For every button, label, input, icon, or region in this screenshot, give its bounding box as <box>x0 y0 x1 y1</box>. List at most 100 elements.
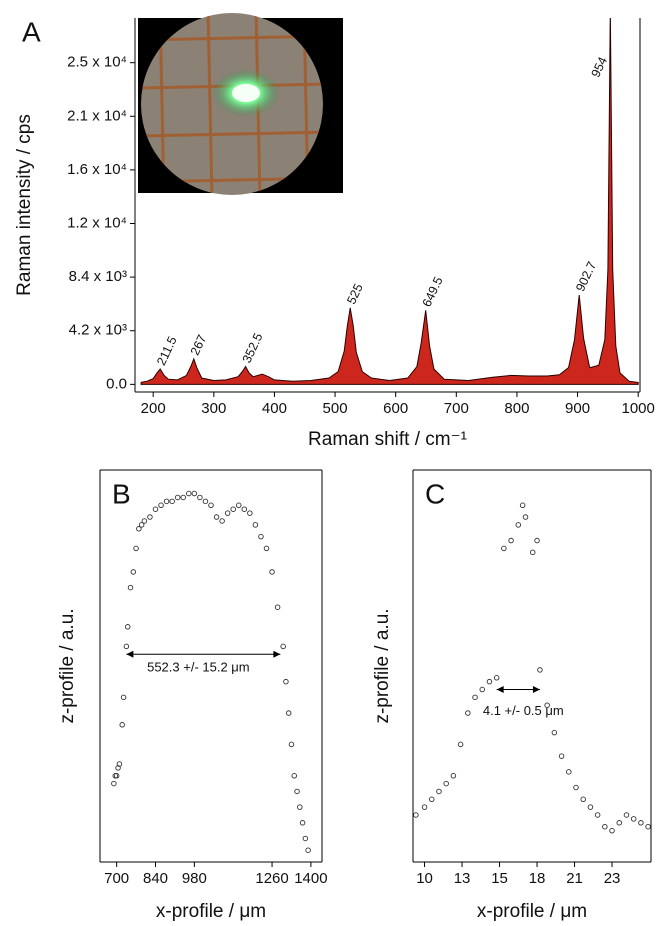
data-point <box>291 773 298 779</box>
panel-letter: C <box>425 478 445 509</box>
peak-label: 525 <box>344 282 366 307</box>
y-axis-title: Raman intensity / cps <box>14 114 35 296</box>
data-point <box>119 722 125 728</box>
y-tick-label: 4.2 x 10³ <box>69 322 127 339</box>
y-axis-title: z-profile / a.u. <box>57 608 78 723</box>
data-point <box>127 584 134 591</box>
data-point <box>573 784 579 791</box>
data-point <box>294 788 300 795</box>
data-point <box>519 502 526 509</box>
data-point <box>602 823 608 830</box>
panel-2: 10 13 15 18 21 23 x-profile / μm z-profile / a.… <box>372 469 652 922</box>
data-point <box>116 761 123 767</box>
data-point <box>111 780 117 787</box>
x-axis-title: x-profile / μm <box>477 901 587 922</box>
data-point <box>141 518 148 524</box>
data-point <box>436 788 442 795</box>
data-point <box>169 498 175 505</box>
data-point <box>638 820 644 826</box>
x-tick-label: 1000 <box>621 400 654 417</box>
y-tick-label: 8.4 x 10³ <box>69 268 127 285</box>
y-axis-title: z-profile / a.u. <box>372 608 393 723</box>
data-point <box>479 686 485 693</box>
y-tick-label: 1.6 x 10⁴ <box>67 161 127 178</box>
data-point <box>230 506 236 512</box>
y-tick-label: 2.1 x 10⁴ <box>67 107 127 124</box>
data-point <box>247 510 253 516</box>
x-tick-label: 13 <box>454 870 471 887</box>
x-tick-label: 23 <box>604 870 621 887</box>
data-point <box>630 816 637 822</box>
data-point <box>202 498 209 505</box>
data-point <box>208 502 214 509</box>
data-point <box>123 643 130 650</box>
data-point <box>152 506 159 512</box>
data-point <box>197 494 203 501</box>
data-point <box>133 545 139 552</box>
data-point <box>138 522 145 528</box>
y-tick-label: 2.5 x 10⁴ <box>67 54 127 71</box>
x-tick-label: 21 <box>566 870 583 887</box>
data-point <box>508 537 514 544</box>
x-tick-label: 200 <box>141 400 166 417</box>
data-point <box>235 502 242 509</box>
x-tick-label: 1400 <box>294 870 327 887</box>
data-point <box>486 678 493 685</box>
data-point <box>594 812 601 818</box>
data-point <box>580 796 586 803</box>
x-tick-label: 10 <box>416 870 433 887</box>
inset-photo <box>138 13 343 195</box>
data-point <box>421 804 428 810</box>
peak-label: 211.5 <box>154 334 180 367</box>
peak-label: 649.5 <box>420 275 446 309</box>
x-tick-label: 980 <box>182 870 207 887</box>
data-point <box>297 804 303 810</box>
data-point <box>252 522 259 528</box>
data-point <box>174 494 181 501</box>
spectrum <box>140 18 639 385</box>
data-point <box>158 502 164 509</box>
panel-letter: A <box>22 16 41 47</box>
data-point <box>544 702 550 708</box>
data-point <box>566 769 572 775</box>
data-point <box>465 710 471 716</box>
data-point <box>623 812 630 818</box>
data-point <box>113 773 120 779</box>
peak-label: 267 <box>188 333 210 358</box>
panel-1: 700 840 980 1260 1400 x-profile / μm z-profile… <box>57 469 328 922</box>
data-point <box>285 710 292 716</box>
data-point <box>130 569 137 575</box>
data-point <box>180 494 186 501</box>
x-axis-title: x-profile / μm <box>156 901 266 922</box>
width-annotation: 552.3 +/- 15.2 μm <box>147 660 250 675</box>
data-point <box>136 526 142 532</box>
data-point <box>587 804 594 810</box>
data-point <box>529 549 536 556</box>
x-tick-label: 900 <box>565 400 590 417</box>
data-point <box>551 729 558 736</box>
x-tick-label: 400 <box>262 400 287 417</box>
data-point <box>241 506 248 512</box>
data-point <box>609 827 615 834</box>
x-tick-label: 300 <box>201 400 226 417</box>
spectrum-area <box>140 18 639 385</box>
data-point <box>191 490 198 497</box>
data-point <box>163 498 170 505</box>
peak-label: 352.5 <box>240 331 266 365</box>
panel-letter: B <box>112 478 131 509</box>
x-tick-label: 700 <box>104 870 129 887</box>
data-point <box>305 847 311 853</box>
data-point <box>450 773 457 779</box>
x-tick-label: 15 <box>491 870 508 887</box>
x-tick-label: 1260 <box>255 870 288 887</box>
data-point <box>302 835 309 842</box>
peak-label: 902.7 <box>573 259 599 293</box>
data-point <box>534 537 540 544</box>
data-point <box>537 667 543 673</box>
x-tick-label: 600 <box>383 400 408 417</box>
data-point <box>515 522 522 528</box>
data-point <box>120 694 127 701</box>
data-point <box>213 514 220 520</box>
x-tick-label: 500 <box>323 400 348 417</box>
